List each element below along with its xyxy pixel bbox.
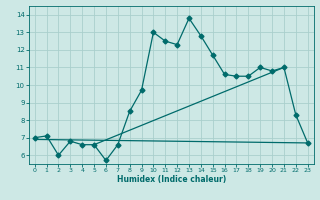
- X-axis label: Humidex (Indice chaleur): Humidex (Indice chaleur): [116, 175, 226, 184]
